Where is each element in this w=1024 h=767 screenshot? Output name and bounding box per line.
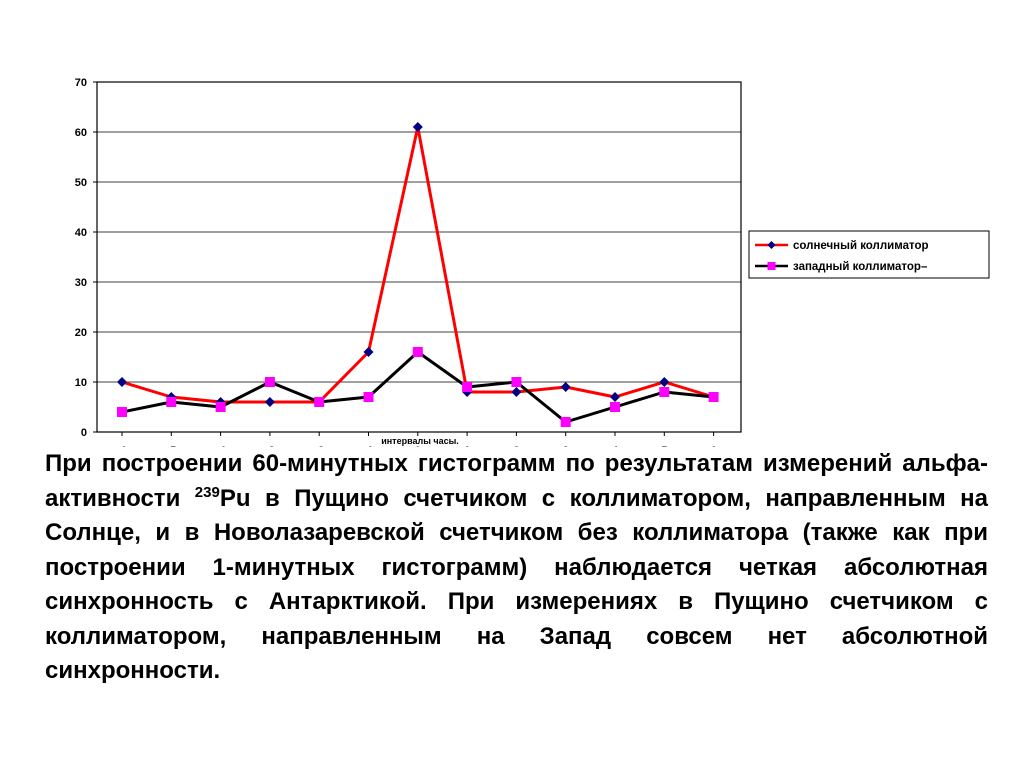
x-axis-tick-labels: -6 -5 -4 -3 -2 -1 0 1 2 3 4 5 6 bbox=[117, 432, 717, 447]
data-point-west bbox=[610, 402, 620, 412]
x-tick-label: -6 bbox=[117, 445, 127, 447]
data-point-west bbox=[462, 382, 473, 392]
data-point-west bbox=[166, 397, 177, 407]
x-tick-label: 0 bbox=[415, 445, 421, 447]
description-paragraph: При построении 60-минутных гистограмм по… bbox=[45, 447, 988, 689]
data-point-solar bbox=[511, 387, 522, 397]
y-tick-label: 30 bbox=[75, 277, 87, 289]
x-tick-label: -4 bbox=[216, 445, 227, 447]
y-tick-label: 20 bbox=[75, 327, 87, 339]
y-tick-label: 70 bbox=[75, 77, 87, 89]
legend-label-west: западный коллиматор– bbox=[793, 261, 928, 273]
data-point-solar bbox=[363, 347, 374, 357]
data-point-west bbox=[560, 417, 571, 427]
x-tick-label: -3 bbox=[265, 445, 275, 447]
data-point-solar bbox=[560, 382, 571, 392]
y-tick-label: 10 bbox=[75, 377, 87, 389]
y-tick-label: 40 bbox=[75, 227, 87, 239]
data-point-west bbox=[511, 377, 522, 387]
data-point-solar bbox=[610, 392, 620, 402]
x-tick-label: 5 bbox=[661, 445, 667, 447]
paragraph-text-start: При построении 60-минутных гистограмм по… bbox=[45, 450, 988, 512]
line-chart: 0 10 20 30 40 50 60 70 -6 -5 -4 -3 -2 -1 0 1 2 3 4 5 6 инте… bbox=[75, 77, 990, 447]
x-tick-label: 6 bbox=[711, 445, 717, 447]
legend-label-solar: солнечный коллиматор bbox=[793, 240, 929, 252]
y-tick-label: 60 bbox=[75, 127, 87, 139]
data-point-west bbox=[659, 387, 670, 397]
data-point-west bbox=[314, 397, 325, 407]
y-tick-label: 0 bbox=[81, 427, 87, 439]
data-point-solar bbox=[412, 122, 423, 132]
x-tick-label: 3 bbox=[563, 445, 569, 447]
x-tick-label: 4 bbox=[612, 445, 619, 447]
legend-box bbox=[748, 230, 990, 279]
legend: солнечный коллиматор западный коллиматор… bbox=[748, 230, 990, 279]
paragraph-text-end: в Пущино счетчиком с коллиматором, напра… bbox=[45, 484, 989, 685]
legend-marker-west bbox=[767, 262, 776, 270]
data-point-west bbox=[363, 392, 374, 402]
x-tick-label: 1 bbox=[464, 445, 470, 447]
isotope-mass-number: 239 bbox=[194, 483, 220, 501]
data-point-solar bbox=[659, 377, 670, 387]
x-tick-label: -2 bbox=[314, 445, 324, 447]
x-axis-title: интервалы часы. bbox=[381, 436, 459, 446]
x-tick-label: 2 bbox=[513, 445, 519, 447]
legend-marker-solar bbox=[767, 241, 776, 249]
y-axis-tick-labels: 0 10 20 30 40 50 60 70 bbox=[75, 77, 87, 439]
data-point-west bbox=[412, 347, 423, 357]
data-point-west bbox=[708, 392, 719, 402]
data-point-solar bbox=[117, 377, 127, 387]
data-point-west bbox=[264, 377, 275, 387]
series-layer bbox=[117, 122, 719, 427]
x-tick-label: -5 bbox=[166, 445, 176, 447]
y-tick-label: 50 bbox=[75, 177, 87, 189]
gridlines bbox=[93, 81, 741, 433]
isotope-symbol: Pu bbox=[219, 484, 251, 512]
data-point-solar bbox=[264, 397, 275, 407]
data-point-west bbox=[215, 402, 226, 412]
data-point-west bbox=[117, 407, 127, 417]
x-tick-label: -1 bbox=[364, 445, 374, 447]
